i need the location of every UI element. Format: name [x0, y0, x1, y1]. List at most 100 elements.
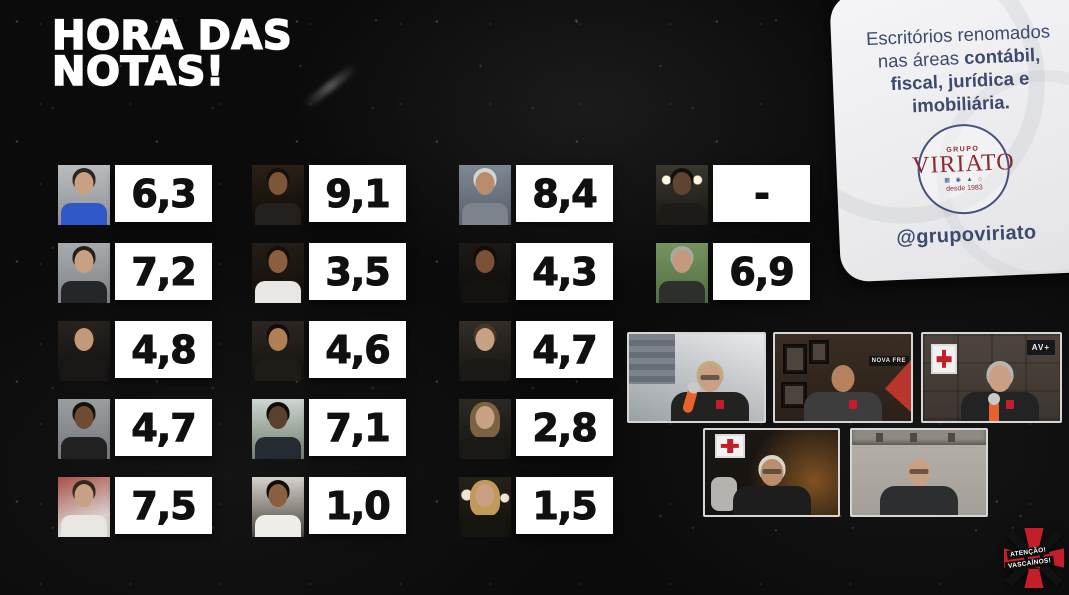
vasco-flag	[885, 360, 911, 412]
rating-box: -	[713, 165, 810, 222]
webcam-commentator	[703, 428, 840, 517]
analyst-person	[803, 361, 883, 421]
player-photo	[252, 165, 304, 225]
player-cell: 6,9	[656, 243, 816, 305]
analyst-person	[960, 361, 1040, 421]
glasses	[762, 469, 781, 474]
player-photo	[252, 321, 304, 381]
logo-mini-icons: ▦ ◉ ▲ ⌂	[944, 176, 984, 184]
wall-frame	[809, 340, 829, 364]
rating-box: 7,5	[115, 477, 212, 534]
rating-box: 1,5	[516, 477, 613, 534]
player-photo	[459, 399, 511, 459]
crest-patch	[1006, 400, 1015, 409]
glasses	[909, 469, 929, 474]
sponsor-text: Escritórios renomados nas áreas contábil…	[860, 19, 1060, 119]
player-head	[475, 406, 495, 429]
av-plus-logo: AV+	[1026, 340, 1055, 355]
rating-box: 4,8	[115, 321, 212, 378]
rating-box: 2,8	[516, 399, 613, 456]
player-head	[672, 250, 692, 273]
player-shirt	[255, 359, 301, 381]
title-line-1: HORA DAS	[51, 13, 293, 59]
player-photo	[252, 477, 304, 537]
rating-value: 1,0	[325, 483, 391, 528]
player-head	[475, 484, 495, 507]
rating-box: 4,7	[516, 321, 613, 378]
rating-box: 4,6	[309, 321, 406, 378]
player-head	[74, 484, 94, 507]
rating-value: -	[754, 171, 771, 216]
player-cell: 4,6	[252, 321, 412, 383]
rating-box: 3,5	[309, 243, 406, 300]
player-head	[475, 328, 495, 351]
player-shirt	[255, 437, 301, 459]
player-shirt	[255, 203, 301, 225]
wall-sign: NOVA FRE	[868, 356, 909, 366]
player-shirt	[61, 359, 107, 381]
logo-name-label: VIRIATO	[911, 149, 1016, 180]
person-shirt	[804, 392, 882, 421]
player-shirt	[61, 515, 107, 537]
rating-box: 9,1	[309, 165, 406, 222]
glasses	[700, 375, 720, 380]
player-head	[268, 172, 288, 195]
atencao-vascainos-badge: ATENÇÃO! VASCAÍNOS!	[1004, 527, 1064, 589]
player-photo	[58, 399, 110, 459]
rating-box: 4,7	[115, 399, 212, 456]
player-head	[74, 250, 94, 273]
player-cell: 7,1	[252, 399, 412, 461]
player-head	[74, 406, 94, 429]
rating-value: 6,3	[131, 171, 197, 216]
player-shirt	[462, 437, 508, 459]
vasco-cross-frame	[931, 344, 957, 374]
player-shirt	[659, 203, 705, 225]
player-photo	[58, 321, 110, 381]
player-photo	[656, 165, 708, 225]
player-head	[268, 484, 288, 507]
wall-frame	[781, 382, 807, 408]
player-cell: 4,8	[58, 321, 218, 383]
vasco-cross-icon	[936, 350, 951, 368]
player-shirt	[462, 203, 508, 225]
rating-value: 4,3	[532, 249, 598, 294]
player-cell: 6,3	[58, 165, 218, 227]
sponsor-handle: @grupoviriato	[895, 221, 1037, 250]
player-shirt	[61, 281, 107, 303]
host-person	[670, 361, 750, 421]
person-shirt	[880, 486, 958, 515]
shelf-strip	[852, 430, 986, 445]
person-shirt	[732, 486, 811, 515]
rating-value: 7,2	[131, 249, 197, 294]
rating-box: 7,1	[309, 399, 406, 456]
player-cell: 4,7	[459, 321, 619, 383]
crest-patch	[849, 400, 858, 409]
vasco-cross-icon	[721, 439, 739, 453]
player-shirt	[462, 359, 508, 381]
player-cell: 8,4	[459, 165, 619, 227]
player-shirt	[255, 515, 301, 537]
player-cell: 7,2	[58, 243, 218, 305]
player-photo	[58, 165, 110, 225]
player-cell: 4,7	[58, 399, 218, 461]
rating-box: 4,3	[516, 243, 613, 300]
rating-value: 7,1	[325, 405, 391, 450]
player-photo	[656, 243, 708, 303]
crest-patch	[716, 400, 725, 409]
sponsor-card: Escritórios renomados nas áreas contábil…	[829, 0, 1069, 283]
player-shirt	[659, 281, 705, 303]
player-head	[268, 328, 288, 351]
rating-box: 8,4	[516, 165, 613, 222]
player-shirt	[462, 515, 508, 537]
player-head	[74, 328, 94, 351]
person-head	[988, 365, 1012, 392]
rating-box: 1,0	[309, 477, 406, 534]
rating-value: 8,4	[532, 171, 598, 216]
rating-value: 9,1	[325, 171, 391, 216]
rating-value: 4,7	[532, 327, 598, 372]
title-line-2: NOTAS!	[51, 49, 225, 95]
vasco-cross-frame	[715, 434, 745, 458]
rating-value: 4,6	[325, 327, 391, 372]
webcam-analyst-3	[850, 428, 988, 517]
